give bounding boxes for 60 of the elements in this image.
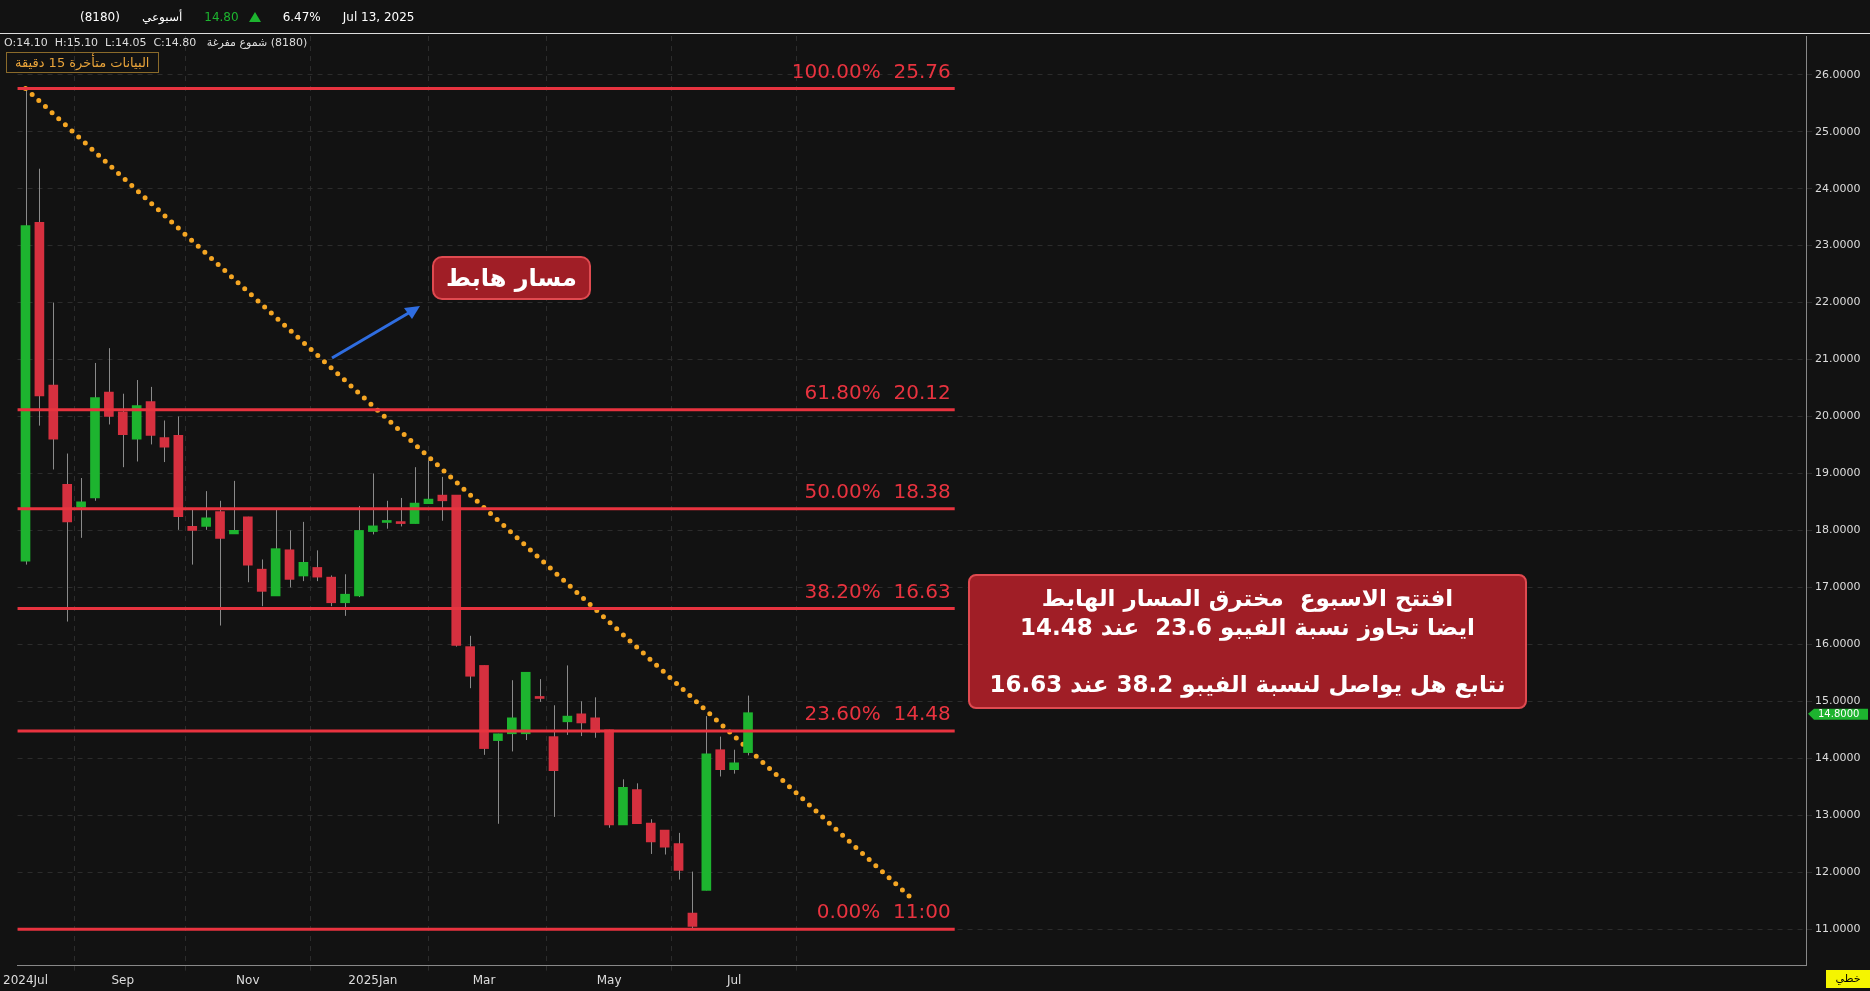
- text: 6.47%: [282, 9, 321, 24]
- ref-line-label: 0.00% 11:00: [816, 899, 951, 924]
- y-tick-label: 19.0000: [1815, 466, 1861, 480]
- y-tick-label: 16.0000: [1815, 637, 1861, 651]
- y-tick-label: 21.0000: [1815, 352, 1861, 366]
- candlestick: [645, 818, 656, 855]
- annotation: البيانات متأخرة 15 دقيقة: [6, 52, 159, 73]
- candlestick: [395, 497, 406, 527]
- x-tick-label: Jul: [725, 972, 742, 987]
- candlestick: [298, 521, 309, 582]
- y-tick-label: 12.0000: [1815, 865, 1861, 879]
- y-tick-label: 11.0000: [1815, 922, 1861, 935]
- text: 14.8000: [1818, 707, 1860, 719]
- candlestick: [201, 490, 211, 531]
- candlestick: [340, 573, 350, 617]
- candlestick: [312, 549, 323, 582]
- text: افتتح الاسبوع مخترق المسار الهابط ايضا تجاوز نسبة الفيبو 23.6 عند 14.48 نتابع هل يواصل لنسبة الفيبو 38.2 عند 16.63: [989, 585, 1506, 698]
- candlestick: [729, 749, 739, 775]
- candlestick: [381, 500, 392, 530]
- text: خطي: [1826, 970, 1870, 988]
- y-tick-label: 14.0000: [1815, 751, 1861, 765]
- y-tick-label: 23.0000: [1815, 238, 1861, 252]
- candlestick: [368, 472, 378, 535]
- candlestick: [256, 558, 267, 607]
- candlestick: [715, 736, 726, 777]
- candlestick: [159, 419, 170, 463]
- y-tick-label: 18.0000: [1815, 523, 1861, 537]
- ref-line-label: 50.00% 18.38: [804, 478, 951, 503]
- ref-line-label: 38.20% 16.63: [804, 578, 951, 603]
- y-tick-label: 20.0000: [1815, 409, 1861, 423]
- ref-line-label: 23.60% 14.48: [804, 701, 951, 726]
- x-tick-label: Mar: [472, 972, 496, 987]
- candlestick: [534, 678, 545, 703]
- y-tick-label: 22.0000: [1815, 295, 1861, 309]
- ref-line-label: 100.00% 25.76: [791, 58, 951, 83]
- x-tick-label: Sep: [111, 972, 135, 987]
- x-tick-label: May: [596, 972, 622, 987]
- y-tick-label: 24.0000: [1815, 181, 1861, 195]
- y-tick-label: 25.0000: [1815, 124, 1861, 138]
- candlestick: [229, 480, 239, 535]
- x-tick-label: 2024Jul: [2, 972, 49, 987]
- candlestick: [187, 508, 198, 566]
- candlestick: [117, 393, 128, 468]
- candlestick: [493, 733, 503, 825]
- y-tick-label: 15.0000: [1815, 694, 1861, 708]
- ref-line-label: 61.80% 20.12: [804, 379, 951, 404]
- y-tick-label: 13.0000: [1815, 808, 1861, 822]
- text: أسبوعي: [141, 9, 183, 24]
- chart-title: (8180): [80, 9, 120, 24]
- candlestick: [576, 700, 587, 737]
- text: 14.80: [204, 9, 239, 24]
- y-tick-label: 26.0000: [1815, 67, 1861, 81]
- candlestick: [687, 871, 698, 930]
- candlestick: [423, 459, 434, 505]
- chart-subtitle: (8180) شموع مفرغة O:14.10 H:15.10 L:14.05 C:14.80: [4, 36, 308, 49]
- text: Jul 13, 2025: [342, 9, 415, 24]
- y-tick-label: 17.0000: [1815, 580, 1861, 594]
- x-tick-label: Nov: [236, 972, 260, 987]
- x-tick-label: 2025Jan: [348, 972, 398, 987]
- annotation: مسار هابط: [432, 256, 591, 300]
